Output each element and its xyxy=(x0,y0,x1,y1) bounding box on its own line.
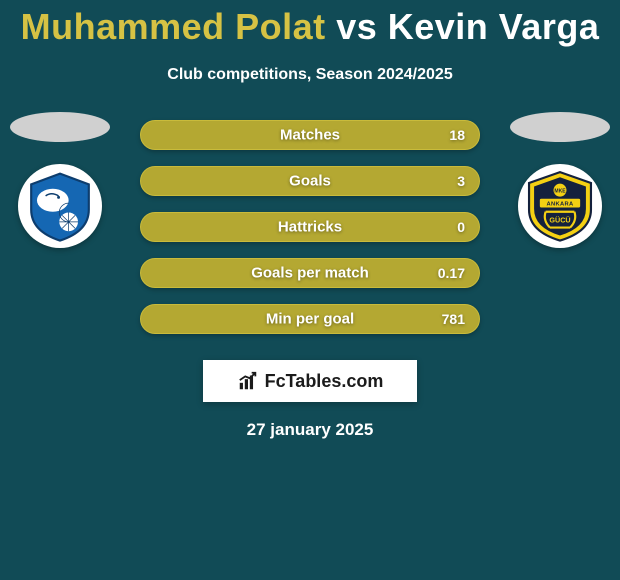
stat-label: Hattricks xyxy=(278,219,342,236)
svg-text:GÜCÜ: GÜCÜ xyxy=(549,216,570,225)
chart-icon xyxy=(237,370,259,392)
stat-label: Goals xyxy=(289,173,331,190)
stat-row-goals-per-match: Goals per match 0.17 xyxy=(140,258,480,288)
player2-club-badge: MKE ANKARA GÜCÜ xyxy=(518,164,602,248)
stats-area: MKE ANKARA GÜCÜ Matches 18 Goals 3 Hattr… xyxy=(0,120,620,440)
svg-text:ANKARA: ANKARA xyxy=(546,201,573,207)
player1-avatar-placeholder xyxy=(10,112,110,142)
stat-rows: Matches 18 Goals 3 Hattricks 0 Goals per… xyxy=(140,120,480,334)
subtitle-text: Club competitions, Season 2024/2025 xyxy=(0,66,620,84)
player-right-column: MKE ANKARA GÜCÜ xyxy=(510,112,610,248)
player2-avatar-placeholder xyxy=(510,112,610,142)
stat-label: Matches xyxy=(280,127,340,144)
svg-text:MKE: MKE xyxy=(554,188,566,194)
player-left-column xyxy=(10,112,110,248)
page-title: Muhammed Polat vs Kevin Varga xyxy=(0,0,620,48)
brand-box[interactable]: FcTables.com xyxy=(203,360,417,402)
brand-text: FcTables.com xyxy=(265,371,384,392)
player2-name: Kevin Varga xyxy=(388,6,600,47)
stat-value-right: 3 xyxy=(457,173,465,189)
stat-row-hattricks: Hattricks 0 xyxy=(140,212,480,242)
vs-word: vs xyxy=(336,6,377,47)
stat-row-goals: Goals 3 xyxy=(140,166,480,196)
stat-value-right: 0.17 xyxy=(438,265,465,281)
stat-label: Min per goal xyxy=(266,311,354,328)
stat-label: Goals per match xyxy=(251,265,369,282)
stat-row-min-per-goal: Min per goal 781 xyxy=(140,304,480,334)
erzurumspor-badge-icon xyxy=(24,170,96,242)
stat-value-right: 781 xyxy=(442,311,465,327)
player1-name: Muhammed Polat xyxy=(21,6,326,47)
date-text: 27 january 2025 xyxy=(0,420,620,440)
stat-value-right: 0 xyxy=(457,219,465,235)
ankaragucu-badge-icon: MKE ANKARA GÜCÜ xyxy=(524,170,596,242)
stat-row-matches: Matches 18 xyxy=(140,120,480,150)
stat-value-right: 18 xyxy=(449,127,465,143)
player1-club-badge xyxy=(18,164,102,248)
